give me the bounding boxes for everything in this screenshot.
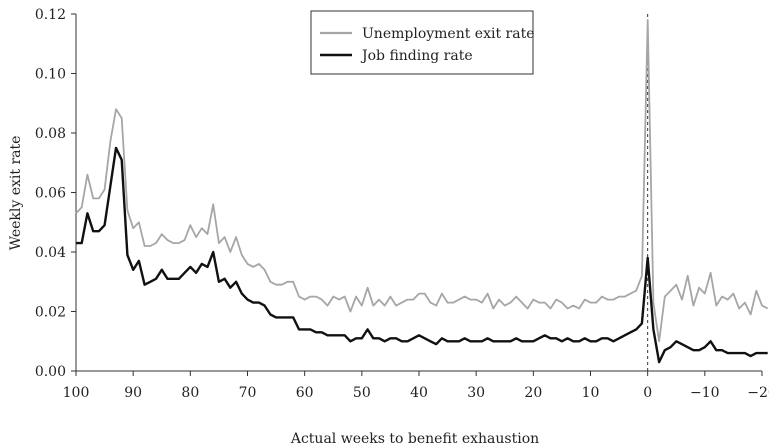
legend: Unemployment exit rate Job finding rate <box>310 10 535 75</box>
series-line-job-finding-rate <box>76 146 768 364</box>
x-tick-label: 0 <box>643 385 652 401</box>
x-tick-label: 10 <box>582 385 600 401</box>
y-tick-label: 0.00 <box>35 364 66 380</box>
y-tick-label: 0.04 <box>35 245 66 261</box>
legend-box <box>310 10 534 75</box>
legend-label-unemployment-exit-rate: Unemployment exit rate <box>362 26 535 42</box>
x-tick-label: 20 <box>524 385 542 401</box>
y-tick-label: 0.10 <box>35 67 66 83</box>
y-axis-label: Weekly exit rate <box>8 136 24 251</box>
x-tick-label: 40 <box>410 385 428 401</box>
legend-label-job-finding-rate: Job finding rate <box>360 48 473 64</box>
x-tick-label: 70 <box>239 385 257 401</box>
x-tick-label: 100 <box>63 385 90 401</box>
x-tick-label: 60 <box>296 385 314 401</box>
x-tick-label: 80 <box>181 385 199 401</box>
x-tick-label: 90 <box>124 385 142 401</box>
x-tick-label: −20 <box>747 385 769 401</box>
x-tick-label: 50 <box>353 385 371 401</box>
y-tick-label: 0.06 <box>35 186 66 202</box>
y-tick-label: 0.08 <box>35 126 66 142</box>
x-tick-label: −10 <box>690 385 720 401</box>
series-line-unemployment-exit-rate <box>75 19 769 343</box>
y-tick-label: 0.12 <box>35 7 66 23</box>
series-lines <box>75 19 769 364</box>
x-tick-label: 30 <box>467 385 485 401</box>
y-tick-label: 0.02 <box>35 305 66 321</box>
x-axis-label: Actual weeks to benefit exhaustion <box>290 431 539 447</box>
